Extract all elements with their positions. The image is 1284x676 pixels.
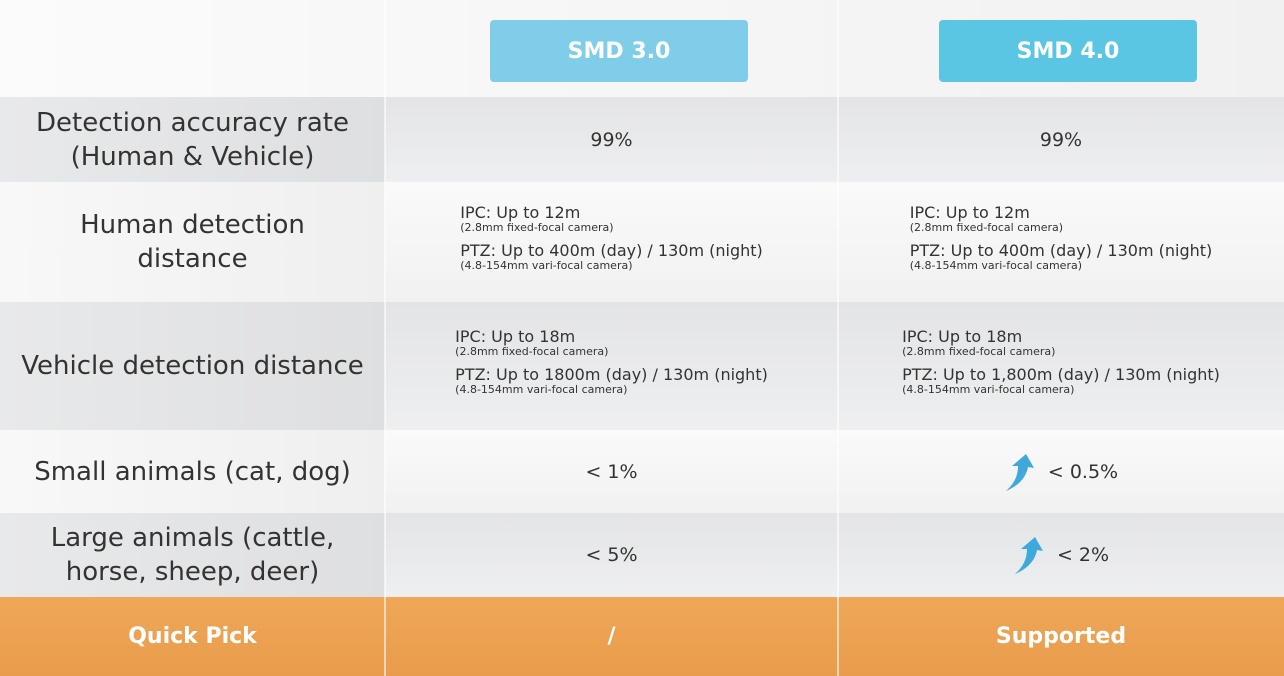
text: Vehicle detection distance xyxy=(21,351,364,381)
up-arrow xyxy=(1014,537,1043,574)
note: (2.8mm fixed-focal camera) xyxy=(455,345,609,358)
column-header: SMD 4.0 xyxy=(939,20,1197,82)
column-separator xyxy=(384,0,386,676)
text: IPC: Up to 12m xyxy=(460,203,581,222)
text: Human detection xyxy=(80,210,305,240)
row-label: Small animals (cat, dog) xyxy=(0,430,385,513)
text: PTZ: Up to 1800m (day) / 130m (night) xyxy=(455,365,768,384)
text: PTZ: Up to 400m (day) / 130m (night) xyxy=(460,241,763,260)
note: (2.8mm fixed-focal camera) xyxy=(909,221,1064,234)
row-label: Human detection distance xyxy=(0,182,385,302)
note: (4.8-154mm vari-focal camera) xyxy=(460,259,633,272)
text: PTZ: Up to 1,800m (day) / 130m (night) xyxy=(902,365,1220,384)
value: 99% xyxy=(385,97,838,182)
value: IPC: Up to 18m (2.8mm fixed-focal camera)… xyxy=(838,302,1284,430)
value: < 0.5% xyxy=(838,430,1284,513)
value: 99% xyxy=(838,97,1284,182)
footer-value: Supported xyxy=(838,597,1284,676)
text: horse, sheep, deer) xyxy=(65,557,320,587)
text: Large animals (cattle, xyxy=(50,523,335,553)
column-header: SMD 3.0 xyxy=(490,20,748,82)
footer-label: Quick Pick xyxy=(0,597,385,676)
text: IPC: Up to 12m xyxy=(909,203,1030,222)
row-label: Large animals (cattle, horse, sheep, deer… xyxy=(0,513,385,597)
text: distance xyxy=(137,244,248,274)
up-arrow xyxy=(1005,453,1034,491)
note: (2.8mm fixed-focal camera) xyxy=(460,221,614,234)
text: (Human & Vehicle) xyxy=(70,141,315,172)
text: IPC: Up to 18m (2.8mm fixed-focal camera)… xyxy=(902,328,1220,404)
text: PTZ: Up to 400m (day) / 130m (night) xyxy=(909,241,1213,260)
value: < 5% xyxy=(385,513,838,597)
footer-value: / xyxy=(385,597,838,676)
value: IPC: Up to 12m (2.8mm fixed-focal camera)… xyxy=(385,182,838,302)
text: IPC: Up to 18m xyxy=(902,327,1023,346)
note: (4.8-154mm vari-focal camera) xyxy=(902,383,1075,396)
text: Detection accuracy rate xyxy=(36,107,349,138)
value: < 1% xyxy=(385,430,838,513)
note: (4.8-154mm vari-focal camera) xyxy=(455,383,628,396)
value: < 2% xyxy=(838,513,1284,597)
row-label: Vehicle detection distance xyxy=(0,302,385,430)
column-separator xyxy=(837,0,839,676)
text: < 0.5% xyxy=(1047,460,1119,483)
value: IPC: Up to 18m (2.8mm fixed-focal camera)… xyxy=(385,302,838,430)
text: < 2% xyxy=(1056,544,1110,566)
note: (4.8-154mm vari-focal camera) xyxy=(909,259,1082,272)
text: IPC: Up to 18m (2.8mm fixed-focal camera)… xyxy=(455,328,768,404)
text: IPC: Up to 18m xyxy=(455,327,576,346)
text: IPC: Up to 12m (2.8mm fixed-focal camera)… xyxy=(910,204,1213,280)
note: (2.8mm fixed-focal camera) xyxy=(902,345,1056,358)
value: IPC: Up to 12m (2.8mm fixed-focal camera)… xyxy=(838,182,1284,302)
text: Small animals (cat, dog) xyxy=(34,456,351,487)
row-label: Detection accuracy rate (Human & Vehicle) xyxy=(0,97,385,182)
text: IPC: Up to 12m (2.8mm fixed-focal camera)… xyxy=(460,204,763,280)
